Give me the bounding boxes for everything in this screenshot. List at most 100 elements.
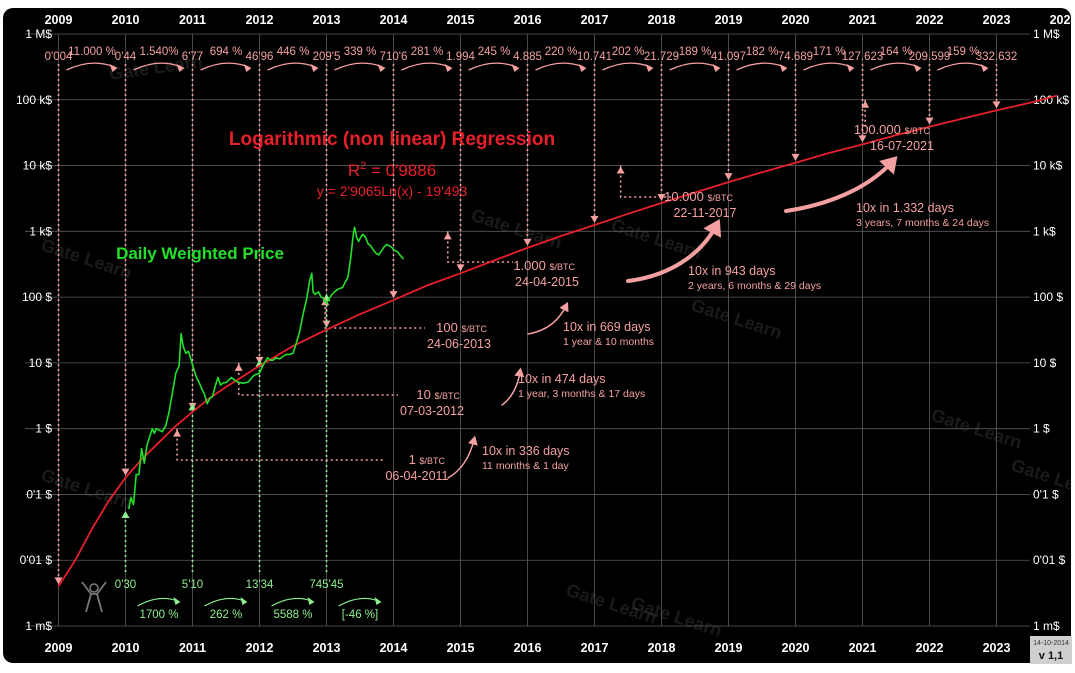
bottom-price-label: 745'45	[309, 579, 343, 591]
regression-line	[57, 94, 1058, 587]
bottom-growth-arrowhead	[240, 597, 248, 605]
milestone-guide-arrow	[173, 429, 182, 437]
drop-arrow	[590, 215, 599, 223]
interval-detail: 3 years, 7 months & 24 days	[856, 217, 989, 229]
x-tick-label-top: 2010	[112, 13, 140, 27]
interval-detail: 2 years, 6 months & 29 days	[688, 280, 821, 292]
y-tick-label-left: 1 $	[35, 422, 52, 436]
y-tick-label-right: 10 k$	[1033, 159, 1063, 173]
drop-arrow	[389, 291, 398, 299]
interval-title: 10x in 474 days	[518, 372, 606, 386]
bottom-price-label: 5'10	[182, 579, 203, 591]
bottom-price-label: 0'30	[115, 579, 136, 591]
top-price-label: 209.599	[909, 51, 951, 63]
x-tick-label-bottom: 2019	[715, 641, 743, 655]
x-tick-label-bottom: 2023	[983, 641, 1011, 655]
milestone-price: 1.000 $/BTC	[513, 258, 575, 273]
rise-arrow	[121, 511, 130, 519]
x-tick-label-bottom: 2020	[782, 641, 810, 655]
top-price-label: 209'5	[313, 51, 341, 63]
x-tick-label-top: 2013	[313, 13, 341, 27]
growth-arrowhead	[176, 64, 185, 72]
x-tick-label-bottom: 2017	[581, 641, 609, 655]
interval-title: 10x in 669 days	[563, 320, 651, 334]
y-tick-label-left: 1 k$	[29, 224, 52, 238]
x-tick-label-bottom: 2011	[179, 641, 206, 655]
top-price-label: 6'77	[182, 51, 203, 63]
bottom-growth-arrowhead	[374, 597, 382, 605]
y-tick-label-left: 0'01 $	[20, 553, 53, 567]
x-tick-label-bottom: 2021	[849, 641, 877, 655]
milestone-price-unit: $/BTC	[549, 262, 575, 272]
top-price-label: 4.885	[513, 51, 542, 63]
drop-arrow	[791, 153, 800, 161]
top-price-label: 46'96	[246, 51, 274, 63]
chart-title: Logarithmic (non linear) Regression	[229, 129, 555, 150]
interval-arrowhead	[514, 367, 525, 378]
drop-arrow	[657, 193, 666, 201]
growth-arrowhead	[578, 64, 587, 72]
milestone-guide	[619, 165, 671, 198]
milestone-guide-arrow	[443, 232, 452, 240]
interval-arrowhead	[468, 435, 478, 446]
interval-arrowhead	[703, 218, 722, 238]
drop-arrow	[523, 238, 532, 246]
milestone-price: 10 $/BTC	[416, 387, 460, 402]
y-tick-label-right: 1 $	[1033, 422, 1050, 436]
x-tick-label-bottom: 2015	[447, 641, 475, 655]
x-tick-label-bottom: 2009	[45, 641, 73, 655]
milestone-price-unit: $/BTC	[461, 324, 487, 334]
growth-arrowhead	[980, 64, 989, 72]
top-growth-label: 159 %	[947, 46, 980, 58]
interval-detail: 11 months & 1 day	[482, 460, 570, 472]
milestone-price-unit: $/BTC	[419, 456, 445, 466]
top-growth-label: 339 %	[344, 46, 377, 58]
interval-title: 10x in 943 days	[688, 264, 776, 278]
y-tick-label-right: 10 $	[1033, 356, 1057, 370]
drop-arrow	[992, 101, 1001, 109]
interval-arrow	[784, 160, 894, 213]
bottom-growth-label: 5588 %	[273, 609, 312, 621]
rise-arrow	[188, 403, 197, 411]
interval-arrowhead	[879, 156, 898, 175]
drop-arrow	[54, 577, 63, 585]
x-tick-label-bottom: 2014	[380, 641, 408, 655]
top-growth-label: 694 %	[210, 46, 243, 58]
price-series-line	[128, 226, 405, 510]
milestone-date: 06-04-2011	[385, 469, 448, 483]
y-tick-label-left: 1 m$	[25, 619, 52, 633]
x-tick-label-top: 2020	[782, 13, 810, 27]
milestone-price-value: 10.000	[664, 189, 707, 204]
milestone-guide-arrow	[616, 166, 625, 174]
x-tick-label-top: 2012	[246, 13, 274, 27]
bottom-price-label: 13'34	[246, 579, 274, 591]
milestone-guide	[237, 362, 398, 396]
milestone-date: 24-04-2015	[515, 275, 579, 289]
growth-arrowhead	[645, 64, 654, 72]
y-tick-label-right: 1 k$	[1033, 224, 1056, 238]
milestone-price: 100.000 $/BTC	[854, 122, 931, 137]
top-growth-label: 281 %	[411, 46, 444, 58]
drop-arrow	[121, 468, 130, 476]
milestone-date: 22-11-2017	[673, 206, 736, 220]
growth-arrowhead	[310, 64, 319, 72]
x-tick-label-top: 2022	[916, 13, 944, 27]
drop-arrow	[858, 135, 867, 143]
growth-arrowhead	[779, 64, 788, 72]
milestone-guide	[176, 428, 383, 461]
y-tick-label-left: 1 M$	[25, 27, 52, 41]
milestone-guide	[324, 297, 425, 329]
milestone-price-value: 1.000	[513, 258, 549, 273]
milestone-price: 100 $/BTC	[436, 320, 487, 335]
version-stamp: 14-10-2014 v 1,1	[1030, 636, 1072, 664]
top-price-label: 0'44	[115, 51, 137, 63]
x-tick-label-top: 2024	[1050, 13, 1075, 27]
bottom-growth-arrowhead	[173, 597, 181, 605]
top-price-label: 127.623	[842, 51, 884, 63]
x-tick-label-top: 2023	[983, 13, 1011, 27]
plot-background	[3, 8, 1071, 663]
interval-title: 10x in 1.332 days	[856, 201, 954, 215]
y-tick-label-right: 1 M$	[1033, 27, 1060, 41]
top-growth-label: 171 %	[813, 46, 846, 58]
